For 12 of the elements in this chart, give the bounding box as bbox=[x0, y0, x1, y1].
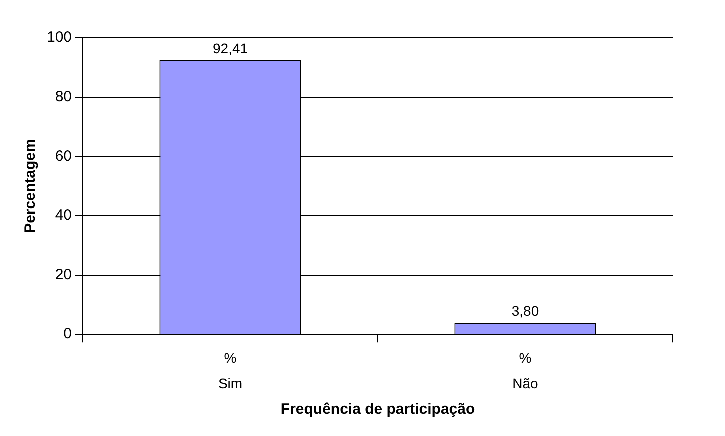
data-label: 92,41 bbox=[212, 40, 248, 56]
y-tick-label: 20 bbox=[55, 266, 72, 284]
x-axis-title: Frequência de participação bbox=[280, 401, 476, 418]
y-tick-label: 60 bbox=[55, 148, 72, 165]
y-axis-title: Percentagem bbox=[22, 139, 40, 234]
x-tick-label: % Sim bbox=[218, 350, 243, 392]
data-label: 3,80 bbox=[512, 303, 540, 320]
x-tick-label: % Não bbox=[512, 350, 539, 392]
y-tick-label: 80 bbox=[55, 88, 72, 106]
y-tick-label: 0 bbox=[64, 326, 72, 343]
y-tick-label: 100 bbox=[46, 29, 72, 46]
y-tick-label: 40 bbox=[55, 207, 72, 224]
